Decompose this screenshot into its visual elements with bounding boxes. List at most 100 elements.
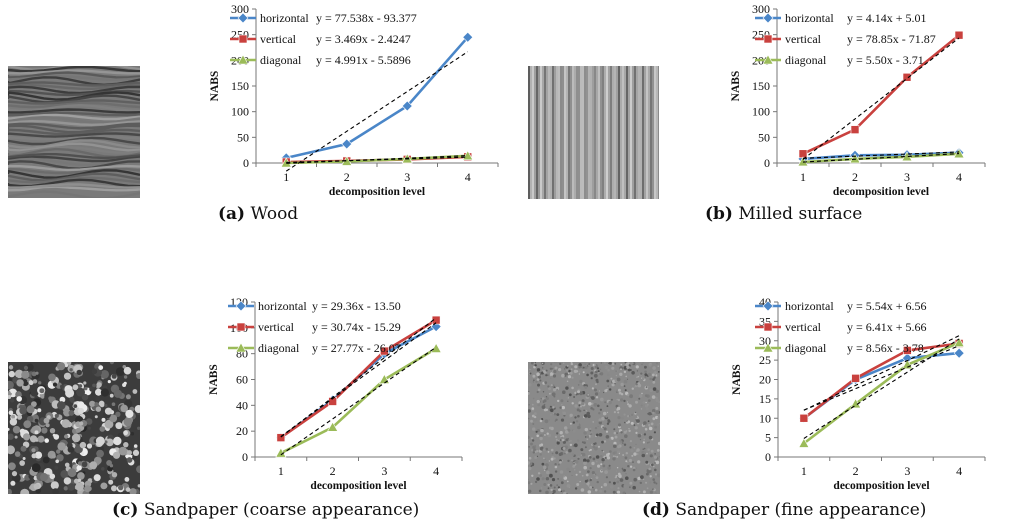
- sandpaper-grain: [617, 411, 620, 414]
- legend-item-horizontal: horizontal: [230, 11, 309, 25]
- x-axis-label: decomposition level: [833, 186, 929, 198]
- sandpaper-grain: [94, 415, 98, 419]
- sandpaper-grain: [532, 374, 536, 378]
- sandpaper-grain: [644, 394, 648, 397]
- sandpaper-grain: [594, 388, 597, 392]
- sandpaper-grain: [577, 455, 580, 459]
- sandpaper-grain: [579, 379, 583, 384]
- sandpaper-grain: [536, 442, 539, 445]
- sandpaper-grain: [528, 456, 532, 460]
- sandpaper-grain: [551, 478, 556, 482]
- x-tick-label: 4: [956, 464, 962, 478]
- sandpaper-grain: [34, 418, 39, 423]
- sandpaper-grain: [599, 373, 601, 375]
- sandpaper-grain: [592, 421, 594, 423]
- legend-label: diagonal: [258, 341, 300, 355]
- milled-groove: [550, 66, 552, 199]
- sandpaper-grain: [566, 467, 570, 472]
- sandpaper-grain: [556, 388, 559, 391]
- sandpaper-grain: [590, 367, 594, 370]
- sandpaper-grain: [584, 386, 588, 389]
- sandpaper-grain: [625, 473, 627, 475]
- sandpaper-grain: [598, 390, 601, 392]
- sandpaper-grain: [618, 474, 622, 478]
- sandpaper-grain: [104, 440, 108, 444]
- sandpaper-grain: [655, 389, 659, 393]
- sandpaper-grain: [657, 441, 660, 446]
- milled-groove: [650, 66, 652, 199]
- sandpaper-grain: [646, 403, 649, 406]
- sandpaper-grain: [101, 467, 105, 471]
- sandpaper-grain: [648, 426, 653, 431]
- sandpaper-grain: [606, 422, 610, 425]
- sandpaper-grain: [126, 457, 133, 463]
- sandpaper-grain: [39, 388, 45, 394]
- milled-groove: [656, 66, 658, 199]
- sandpaper-grain: [69, 368, 73, 372]
- sandpaper-grain: [643, 433, 647, 436]
- sandpaper-grain: [539, 379, 542, 382]
- sandpaper-grain: [22, 457, 26, 460]
- sandpaper-grain: [602, 426, 605, 429]
- sandpaper-grain: [549, 484, 553, 487]
- sandpaper-grain: [77, 407, 84, 415]
- sandpaper-grain: [8, 433, 14, 440]
- sandpaper-grain: [89, 461, 98, 470]
- sandpaper-grain: [125, 487, 131, 492]
- sandpaper-grain: [617, 398, 620, 402]
- caption-text: Sandpaper (fine appearance): [669, 500, 927, 520]
- sandpaper-grain: [575, 473, 578, 476]
- sandpaper-grain: [542, 370, 544, 372]
- milled-groove: [548, 66, 550, 199]
- sandpaper-grain: [69, 396, 75, 402]
- y-tick-label: 20: [236, 424, 248, 438]
- square-marker: [236, 322, 246, 332]
- sandpaper-grain: [648, 441, 651, 444]
- sandpaper-grain: [587, 393, 590, 396]
- series-horizontal: [280, 31, 474, 164]
- sandpaper-grain: [629, 446, 632, 449]
- sandpaper-grain: [536, 399, 540, 404]
- sandpaper-grain: [14, 451, 21, 457]
- sandpaper-grain: [653, 455, 658, 459]
- milled-groove: [604, 66, 606, 199]
- square-marker: [799, 413, 809, 423]
- sandpaper-grain: [570, 425, 573, 428]
- sandpaper-grain: [571, 402, 574, 405]
- sandpaper-grain: [543, 408, 547, 412]
- sandpaper-grain: [654, 473, 658, 476]
- sandpaper-grain: [560, 399, 564, 403]
- wood-grain-line: [8, 164, 140, 172]
- sandpaper-grain: [649, 454, 653, 458]
- sandpaper-grain: [132, 449, 140, 456]
- series-line-diagonal: [280, 347, 437, 455]
- sandpaper-grain: [617, 445, 621, 449]
- sandpaper-grain: [646, 487, 649, 490]
- milled-groove: [584, 66, 586, 199]
- legend-label: diagonal: [260, 53, 302, 67]
- sandpaper-grain: [574, 365, 578, 369]
- sandpaper-grain: [645, 401, 647, 404]
- sandpaper-grain: [616, 406, 621, 411]
- sandpaper-grain: [648, 467, 651, 471]
- sandpaper-grain: [628, 458, 632, 463]
- sandpaper-grain: [545, 447, 548, 451]
- milled-groove: [558, 66, 560, 199]
- triangle-marker: [430, 342, 442, 353]
- sandpaper-grain: [620, 393, 624, 396]
- legend-item-vertical: vertical: [228, 320, 295, 334]
- sandpaper-grain: [620, 440, 623, 443]
- legend-label: vertical: [258, 320, 295, 334]
- sandpaper-grain: [543, 483, 547, 486]
- sandpaper-grain: [568, 393, 572, 397]
- sandpaper-grain: [601, 416, 605, 421]
- sandpaper-grain: [551, 452, 554, 455]
- sandpaper-grain: [529, 462, 533, 466]
- sandpaper-grain: [528, 435, 530, 439]
- sandpaper-grain: [75, 427, 81, 433]
- sandpaper-grain: [627, 415, 630, 418]
- sandpaper-grain: [591, 444, 593, 446]
- sandpaper-grain: [16, 414, 23, 420]
- sandpaper-grain: [580, 454, 582, 456]
- milled-groove: [614, 66, 616, 199]
